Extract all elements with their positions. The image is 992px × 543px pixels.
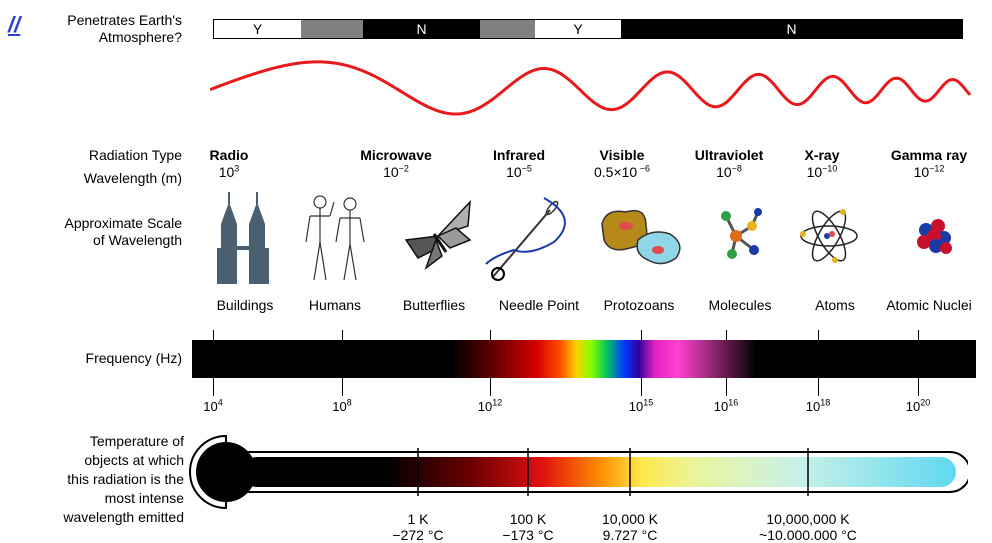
atom-icon <box>800 209 858 263</box>
frequency-label: Frequency (Hz) <box>85 350 182 366</box>
wavelength-value: 10−2 <box>383 163 409 180</box>
scale-butterflies: Butterflies <box>402 297 466 313</box>
wavelength-label: Wavelength (m) <box>83 170 182 186</box>
temp-kelvin: 10,000 K <box>601 511 659 527</box>
freq-tick-top <box>918 330 919 340</box>
freq-tick <box>726 378 727 396</box>
freq-label-10e8: 108 <box>332 397 352 414</box>
wavelength-value: 10−5 <box>506 163 532 180</box>
temp-kelvin: 100 K <box>509 511 547 527</box>
temp-celsius: −272 °C <box>392 527 444 543</box>
temp-kelvin: 1 K <box>407 511 429 527</box>
radiation-ultraviolet: Ultraviolet 10−8 <box>659 147 799 181</box>
radiation-name: Infrared <box>492 147 546 163</box>
temp-tick-100k: 100 K −173 °C <box>448 511 608 543</box>
scale-needle-point: Needle Point <box>498 297 580 313</box>
corner-link[interactable]: // <box>8 12 21 37</box>
freq-tick-top <box>342 330 343 340</box>
freq-tick <box>490 378 491 396</box>
wavelength-value: 10−12 <box>913 163 945 180</box>
butterfly-icon <box>404 199 472 271</box>
atmosphere-segment-no-2: N <box>621 20 962 38</box>
temperature-label-line5: wavelength emitted <box>63 509 184 525</box>
temp-tick-1k: 1 K −272 °C <box>338 511 498 543</box>
atmosphere-label: Penetrates Earth's Atmosphere? <box>20 12 182 46</box>
temp-celsius: ~10.000.000 °C <box>759 527 857 543</box>
thermometer <box>189 434 968 510</box>
freq-tick <box>213 378 214 396</box>
freq-label-10e12: 1012 <box>477 397 503 414</box>
atmosphere-label-line2: Atmosphere? <box>98 29 182 45</box>
scale-label-line2: of Wavelength <box>93 232 182 248</box>
wavelength-value: 103 <box>218 163 240 180</box>
freq-tick <box>818 378 819 396</box>
temp-tick-10000000k: 10,000,000 K ~10.000.000 °C <box>728 511 888 543</box>
temp-tick-10000k: 10,000 K 9.727 °C <box>550 511 710 543</box>
humans-icon <box>305 195 365 281</box>
freq-tick <box>641 378 642 396</box>
temperature-label-line4: most intense <box>104 490 184 506</box>
wavelength-value: 10−10 <box>806 163 838 180</box>
radiation-name: Visible <box>599 147 645 163</box>
wavelength-value: 0.5×10 −6 <box>594 163 650 180</box>
scale-label: Approximate Scale of Wavelength <box>20 215 182 249</box>
scale-humans: Humans <box>308 297 362 313</box>
scale-label-line1: Approximate Scale <box>64 215 182 231</box>
freq-label-10e4: 104 <box>203 397 223 414</box>
temperature-label-line1: Temperature of <box>89 433 184 449</box>
radiation-name: Ultraviolet <box>694 147 764 163</box>
nucleus-icon <box>917 219 952 254</box>
atmosphere-segment-yes-radio: Y <box>214 20 301 38</box>
temperature-label-line2: objects at which <box>84 452 184 468</box>
wave-line <box>210 60 972 116</box>
radiation-infrared: Infrared 10−5 <box>449 147 589 181</box>
radiation-microwave: Microwave 10−2 <box>326 147 466 181</box>
freq-tick-top <box>818 330 819 340</box>
freq-tick-top <box>213 330 214 340</box>
radiation-radio: Radio 103 <box>159 147 299 181</box>
freq-tick-top <box>726 330 727 340</box>
temperature-label-line3: this radiation is the <box>67 471 184 487</box>
wave-graphic <box>210 60 972 116</box>
atmosphere-bar: Y N Y N <box>213 19 963 39</box>
freq-label-10e16: 1016 <box>713 397 739 414</box>
needle-icon <box>485 197 566 281</box>
frequency-bar <box>192 340 976 378</box>
atmosphere-segment-partial-2 <box>480 20 535 38</box>
temp-celsius: 9.727 °C <box>602 527 658 543</box>
radiation-visible: Visible 0.5×10 −6 <box>552 147 692 181</box>
molecule-icon <box>721 208 762 259</box>
wavelength-value: 10−8 <box>716 163 742 180</box>
radiation-gamma: Gamma ray 10−12 <box>859 147 992 181</box>
temperature-label: Temperature of objects at which this rad… <box>12 432 184 527</box>
freq-tick <box>342 378 343 396</box>
scale-atomic-nuclei: Atomic Nuclei <box>886 297 972 313</box>
temp-kelvin: 10,000,000 K <box>766 511 850 527</box>
radiation-name: Microwave <box>360 147 432 163</box>
buildings-icon <box>217 192 269 284</box>
freq-tick-top <box>490 330 491 340</box>
scale-atoms: Atoms <box>815 297 855 313</box>
temp-celsius: −173 °C <box>502 527 554 543</box>
radiation-xray: X-ray 10−10 <box>752 147 892 181</box>
freq-label-10e18: 1018 <box>805 397 831 414</box>
freq-tick <box>918 378 919 396</box>
radiation-name: X-ray <box>804 147 840 163</box>
radiation-type-label: Radiation Type <box>88 147 182 163</box>
freq-label-10e15: 1015 <box>628 397 654 414</box>
freq-tick-top <box>641 330 642 340</box>
atmosphere-segment-partial-1 <box>301 20 363 38</box>
freq-label-10e20: 1020 <box>905 397 931 414</box>
protozoa-icon <box>601 209 681 265</box>
scale-protozoans: Protozoans <box>603 297 675 313</box>
scale-molecules: Molecules <box>708 297 772 313</box>
atmosphere-segment-yes-visible: Y <box>535 20 621 38</box>
radiation-name: Gamma ray <box>890 147 968 163</box>
scale-buildings: Buildings <box>216 297 274 313</box>
radiation-name: Radio <box>209 147 249 163</box>
atmosphere-segment-no-1: N <box>363 20 480 38</box>
atmosphere-label-line1: Penetrates Earth's <box>67 12 182 28</box>
